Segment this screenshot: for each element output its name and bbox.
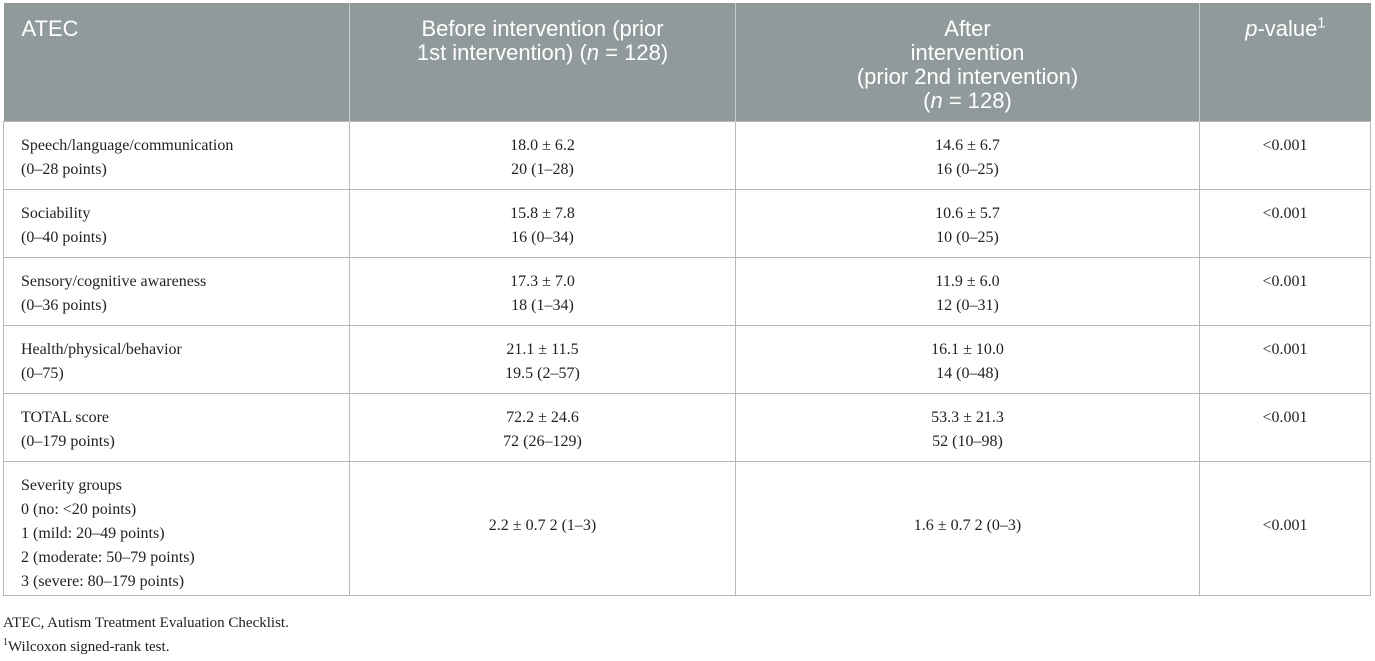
header-before-line1: Before intervention (prior [421,16,664,41]
after-median-range: 52 (10–98) [932,433,1003,450]
header-before-line2: 1st intervention) (n = 128) [368,41,717,65]
after-mean-sd: 14.6 ± 6.7 [935,137,1000,154]
row-label: Speech/language/communication (0–28 point… [3,121,350,190]
before-mean-sd: 17.3 ± 7.0 [510,273,575,290]
row-label: Sociability (0–40 points) [3,189,350,258]
row-after: 16.1 ± 10.0 14 (0–48) [735,325,1200,394]
header-before-intervention: Before intervention (prior 1st intervent… [349,3,736,122]
row-label-name: Speech/language/communication [21,137,234,154]
row-p-value: <0.001 [1199,121,1371,190]
row-before: 15.8 ± 7.8 16 (0–34) [349,189,736,258]
footnote-test: 1Wilcoxon signed-rank test. [3,635,289,659]
row-label: Sensory/cognitive awareness (0–36 points) [3,257,350,326]
row-label-range: (0–75) [21,365,64,382]
row-label-range: (0–28 points) [21,161,107,178]
before-mean-sd: 72.2 ± 24.6 [506,409,579,426]
header-after-line3: (prior 2nd intervention) [856,64,1079,89]
atec-results-table: ATEC Before intervention (prior 1st inte… [3,3,1371,596]
header-after-line4: (n = 128) [754,89,1181,113]
header-p-footnote-mark: 1 [1317,15,1326,32]
row-after: 10.6 ± 5.7 10 (0–25) [735,189,1200,258]
row-before: 18.0 ± 6.2 20 (1–28) [349,121,736,190]
header-before-text: 1st intervention) ( [416,40,587,65]
results-table-container: ATEC Before intervention (prior 1st inte… [3,3,1371,596]
footnote-mark: 1 [3,637,8,648]
header-before-n: n [586,40,600,65]
header-p-italic: p [1245,16,1258,41]
row-after: 53.3 ± 21.3 52 (10–98) [735,393,1200,462]
table-header-row: ATEC Before intervention (prior 1st inte… [3,3,1371,122]
row-before: 72.2 ± 24.6 72 (26–129) [349,393,736,462]
table-row: Health/physical/behavior (0–75) 21.1 ± 11… [3,325,1371,394]
after-median-range: 16 (0–25) [936,161,999,178]
row-after: 14.6 ± 6.7 16 (0–25) [735,121,1200,190]
table-row-severity: Severity groups 0 (no: <20 points) 1 (mi… [3,461,1371,596]
table-row: TOTAL score (0–179 points) 72.2 ± 24.6 72 … [3,393,1371,462]
severity-group-1: 1 (mild: 20–49 points) [21,525,165,542]
row-label-range: (0–179 points) [21,433,115,450]
header-after-line2: intervention [910,40,1025,65]
severity-title: Severity groups [21,477,122,494]
before-median-range: 16 (0–34) [511,229,574,246]
row-p-value: <0.001 [1199,189,1371,258]
header-after-count: = 128) [942,88,1012,113]
table-footnotes: ATEC, Autism Treatment Evaluation Checkl… [3,611,289,659]
row-label-name: TOTAL score [21,409,110,426]
header-p-rest: -value [1257,16,1318,41]
header-after-n: n [930,88,943,113]
row-p-value: <0.001 [1199,325,1371,394]
header-after-line1: After [944,16,991,41]
after-mean-sd: 53.3 ± 21.3 [931,409,1004,426]
row-label-range: (0–40 points) [21,229,107,246]
row-label-range: (0–36 points) [21,297,107,314]
after-median-range: 12 (0–31) [936,297,999,314]
severity-p-value: <0.001 [1199,461,1371,596]
header-before-count: = 128) [599,40,669,65]
before-mean-sd: 21.1 ± 11.5 [506,341,579,358]
header-after-intervention: After intervention (prior 2nd interventi… [735,3,1200,122]
severity-group-3: 3 (severe: 80–179 points) [21,573,185,590]
row-before: 17.3 ± 7.0 18 (1–34) [349,257,736,326]
footnote-test-text: Wilcoxon signed-rank test. [8,639,170,655]
after-median-range: 10 (0–25) [936,229,999,246]
header-after-paren: ( [923,88,931,113]
before-median-range: 18 (1–34) [511,297,574,314]
severity-before: 2.2 ± 0.7 2 (1–3) [349,461,736,596]
before-median-range: 20 (1–28) [511,161,574,178]
severity-after: 1.6 ± 0.7 2 (0–3) [735,461,1200,596]
before-median-range: 19.5 (2–57) [505,365,580,382]
header-p-value: p-value1 [1199,3,1371,122]
row-label-name: Health/physical/behavior [21,341,182,358]
table-row: Speech/language/communication (0–28 point… [3,121,1371,190]
after-mean-sd: 16.1 ± 10.0 [931,341,1004,358]
before-mean-sd: 15.8 ± 7.8 [510,205,575,222]
footnote-abbreviation: ATEC, Autism Treatment Evaluation Checkl… [3,615,289,631]
before-median-range: 72 (26–129) [503,433,582,450]
after-median-range: 14 (0–48) [936,365,999,382]
table-row: Sociability (0–40 points) 15.8 ± 7.8 16 (0… [3,189,1371,258]
row-after: 11.9 ± 6.0 12 (0–31) [735,257,1200,326]
header-atec: ATEC [3,3,350,122]
row-before: 21.1 ± 11.5 19.5 (2–57) [349,325,736,394]
row-p-value: <0.001 [1199,393,1371,462]
row-p-value: <0.001 [1199,257,1371,326]
after-mean-sd: 10.6 ± 5.7 [935,205,1000,222]
table-row: Sensory/cognitive awareness (0–36 points)… [3,257,1371,326]
after-mean-sd: 11.9 ± 6.0 [935,273,1000,290]
severity-label: Severity groups 0 (no: <20 points) 1 (mi… [3,461,350,596]
severity-group-2: 2 (moderate: 50–79 points) [21,549,195,566]
row-label: TOTAL score (0–179 points) [3,393,350,462]
row-label: Health/physical/behavior (0–75) [3,325,350,394]
row-label-name: Sensory/cognitive awareness [21,273,207,290]
header-atec-label: ATEC [21,16,79,41]
row-label-name: Sociability [21,205,91,222]
before-mean-sd: 18.0 ± 6.2 [510,137,575,154]
severity-group-0: 0 (no: <20 points) [21,501,137,518]
